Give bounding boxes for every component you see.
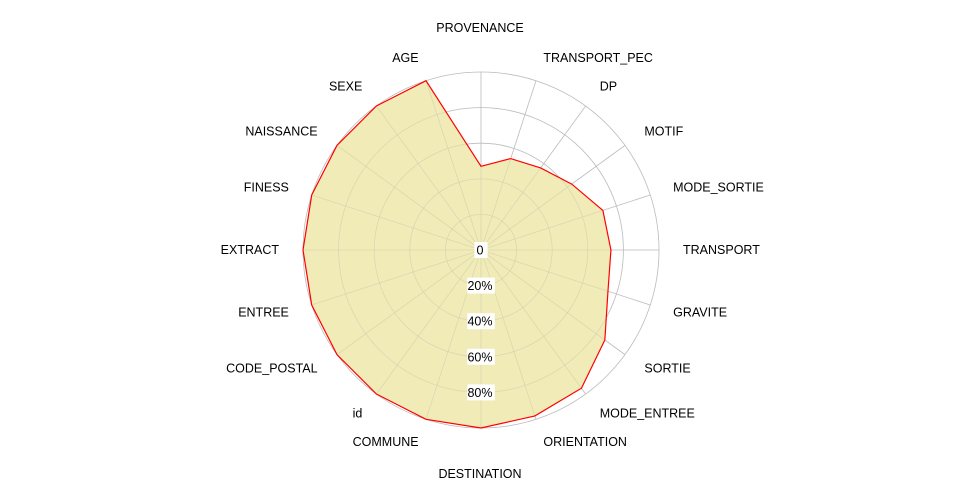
category-label-transport: TRANSPORT xyxy=(683,243,760,257)
series-line xyxy=(302,79,612,429)
tick-label-60: 60% xyxy=(467,350,492,364)
grid-spoke-overlay xyxy=(336,145,482,251)
grid-spoke-overlay xyxy=(480,249,586,395)
grid-spoke-overlay xyxy=(480,249,626,355)
category-label-sortie: SORTIE xyxy=(644,362,690,376)
grid-spoke-overlay xyxy=(425,80,482,251)
category-label-provenance: PROVENANCE xyxy=(436,21,524,35)
tick-label-bg xyxy=(467,277,495,294)
tick-label-40: 40% xyxy=(467,315,492,329)
tick-label-0: 0 xyxy=(477,244,484,258)
category-label-id: id xyxy=(353,406,363,420)
category-label-orientation: ORIENTATION xyxy=(543,435,627,449)
category-label-extract: EXTRACT xyxy=(221,243,280,257)
grid-spoke-overlay xyxy=(480,145,626,251)
radial-tick-labels: 0 20% 40% 60% 80% xyxy=(467,242,495,401)
category-label-transport-pec: TRANSPORT_PEC xyxy=(543,51,653,65)
category-label-gravite: GRAVITE xyxy=(673,305,727,319)
series-area xyxy=(303,80,611,429)
category-label-age: AGE xyxy=(392,51,418,65)
tick-label-bg xyxy=(467,313,495,330)
category-label-entree: ENTREE xyxy=(238,305,289,319)
category-label-mode-sortie: MODE_SORTIE xyxy=(673,181,764,195)
category-label-code-postal: CODE_POSTAL xyxy=(226,362,318,376)
grid-spoke-overlay xyxy=(480,194,651,251)
grid-spoke-overlay xyxy=(311,194,482,251)
category-label-naissance: NAISSANCE xyxy=(245,124,317,138)
tick-label-20: 20% xyxy=(467,279,492,293)
category-label-motif: MOTIF xyxy=(644,124,683,138)
category-label-commune: COMMUNE xyxy=(353,435,419,449)
grid-spoke-overlay xyxy=(311,249,482,306)
category-label-finess: FINESS xyxy=(244,181,289,195)
tick-label-80: 80% xyxy=(467,386,492,400)
grid-spoke-overlay xyxy=(480,80,537,251)
grid-spoke-overlay xyxy=(376,249,482,395)
category-labels: PROVENANCE TRANSPORT_PEC DP MOTIF MODE_SORTI… xyxy=(221,21,764,480)
tick-label-bg xyxy=(467,348,495,365)
grid-spoke-overlay xyxy=(480,249,651,306)
radar-series xyxy=(302,71,660,429)
category-label-mode-entree: MODE_ENTREE xyxy=(600,406,695,420)
grid-spoke-overlay xyxy=(480,105,586,251)
tick-label-bg xyxy=(467,384,495,401)
category-label-sexe: SEXE xyxy=(329,80,362,94)
category-label-dp: DP xyxy=(600,80,617,94)
category-label-destination: DESTINATION xyxy=(438,467,521,480)
grid-spoke-overlay xyxy=(376,105,482,251)
tick-label-bg xyxy=(474,242,488,258)
grid-spoke-overlay xyxy=(336,249,482,355)
